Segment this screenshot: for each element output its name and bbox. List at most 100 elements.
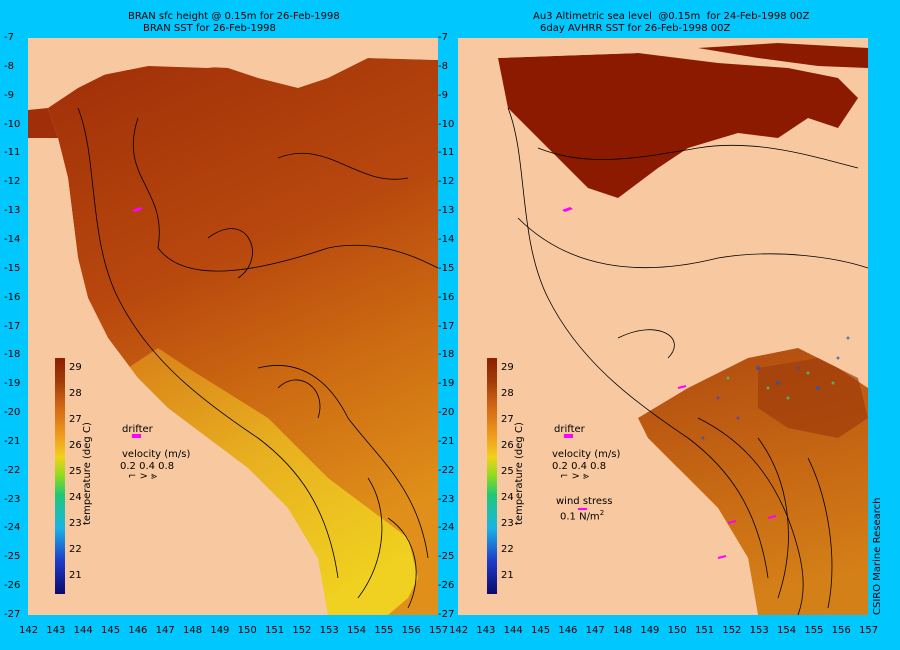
x-tick-label: 149 <box>640 625 660 636</box>
right-wind-stress-mark <box>578 508 587 510</box>
right-cbar-26: 26 <box>501 440 514 451</box>
right-y-tick-label: -16 <box>438 291 455 303</box>
x-tick-label: 145 <box>531 625 551 636</box>
right-cbar-29: 29 <box>501 362 514 373</box>
x-tick-label: 150 <box>667 625 687 636</box>
left-colorbar-gradient <box>55 358 65 594</box>
left-cbar-28: 28 <box>69 388 82 399</box>
right-y-tick-label: -15 <box>438 262 455 274</box>
right-y-tick-label: -14 <box>438 233 455 245</box>
left-cbar-21: 21 <box>69 570 82 581</box>
left-cbar-23: 23 <box>69 518 82 529</box>
left-y-tick-label: -24 <box>4 522 21 534</box>
x-tick-label: 147 <box>585 625 605 636</box>
left-y-tick-label: -15 <box>4 262 21 274</box>
left-y-tick-label: -11 <box>4 147 21 159</box>
x-tick-label: 148 <box>183 625 203 636</box>
right-sst-field <box>458 38 868 615</box>
credit-text: CSIRO Marine Research <box>872 497 883 615</box>
right-drifter-label: drifter <box>554 424 585 435</box>
x-tick-label: 151 <box>695 625 715 636</box>
x-tick-label: 142 <box>449 625 469 636</box>
right-y-tick-label: -24 <box>438 522 455 534</box>
right-title-line2: 6day AVHRR SST for 26-Feb-1998 00Z <box>540 23 731 34</box>
right-velocity-scale: 0.2 0.4 0.8 <box>552 461 607 472</box>
x-tick-label: 157 <box>859 625 879 636</box>
x-tick-label: 157 <box>429 625 449 636</box>
left-y-tick-label: -26 <box>4 580 21 592</box>
left-sst-field <box>28 38 438 615</box>
x-tick-label: 144 <box>73 625 93 636</box>
left-drifter-legend-mark <box>132 434 141 438</box>
left-y-tick-label: -23 <box>4 493 21 505</box>
right-y-tick-label: -20 <box>438 407 455 419</box>
x-tick-label: 148 <box>613 625 633 636</box>
right-wind-stress-value-text: 0.1 N/m <box>560 511 600 523</box>
left-y-tick-label: -10 <box>4 118 21 130</box>
right-y-tick-label: -13 <box>438 205 455 217</box>
right-map-panel <box>458 38 868 615</box>
right-drifter-legend-mark <box>564 434 573 438</box>
left-drifter-marker <box>132 207 143 212</box>
right-y-tick-label: -18 <box>438 349 455 361</box>
right-wind-stress-value: 0.1 N/m2 <box>560 509 604 522</box>
left-y-tick-label: -13 <box>4 205 21 217</box>
left-y-tick-label: -16 <box>4 291 21 303</box>
left-colorbar: 29 28 27 26 25 24 23 22 21 <box>55 358 95 598</box>
left-drifter-label: drifter <box>122 424 153 435</box>
x-tick-label: 156 <box>831 625 851 636</box>
left-velocity-arrows: ⌐ > ⪢ <box>128 471 157 482</box>
right-y-tick-label: -9 <box>438 89 448 101</box>
left-velocity-label: velocity (m/s) <box>122 449 191 460</box>
x-tick-label: 152 <box>292 625 312 636</box>
x-tick-label: 155 <box>804 625 824 636</box>
right-y-tick-label: -19 <box>438 378 455 390</box>
left-y-tick-label: -22 <box>4 464 21 476</box>
left-cbar-26: 26 <box>69 440 82 451</box>
left-cbar-29: 29 <box>69 362 82 373</box>
right-y-tick-label: -22 <box>438 464 455 476</box>
right-y-tick-label: -26 <box>438 580 455 592</box>
x-tick-label: 146 <box>128 625 148 636</box>
x-tick-label: 147 <box>155 625 175 636</box>
right-cbar-22: 22 <box>501 544 514 555</box>
left-y-tick-label: -17 <box>4 320 21 332</box>
right-y-tick-label: -7 <box>438 32 448 43</box>
right-y-tick-label: -12 <box>438 176 455 188</box>
left-y-tick-label: -20 <box>4 407 21 419</box>
x-tick-label: 149 <box>210 625 230 636</box>
left-y-tick-label: -21 <box>4 435 21 447</box>
left-y-tick-label: -18 <box>4 349 21 361</box>
x-tick-label: 156 <box>401 625 421 636</box>
x-tick-label: 142 <box>19 625 39 636</box>
right-velocity-label: velocity (m/s) <box>552 449 621 460</box>
x-tick-label: 154 <box>347 625 367 636</box>
right-wind-stress-label: wind stress <box>556 496 613 507</box>
right-wind-stress-exponent: 2 <box>599 509 605 517</box>
x-tick-label: 153 <box>319 625 339 636</box>
right-cbar-25: 25 <box>501 466 514 477</box>
right-colorbar-gradient <box>487 358 497 594</box>
x-tick-label: 144 <box>503 625 523 636</box>
right-velocity-arrows: ⌐ > ⪢ <box>560 471 589 482</box>
left-title-line2: BRAN SST for 26-Feb-1998 <box>143 23 276 34</box>
left-cbar-22: 22 <box>69 544 82 555</box>
x-tick-label: 150 <box>237 625 257 636</box>
left-cbar-24: 24 <box>69 492 82 503</box>
right-y-tick-label: -17 <box>438 320 455 332</box>
right-y-tick-label: -21 <box>438 435 455 447</box>
right-y-tick-label: -25 <box>438 551 455 563</box>
right-y-tick-label: -27 <box>438 609 455 620</box>
right-y-tick-label: -8 <box>438 60 448 72</box>
right-y-tick-label: -23 <box>438 493 455 505</box>
right-drifter-marker <box>562 207 573 212</box>
x-tick-label: 143 <box>46 625 66 636</box>
right-cbar-27: 27 <box>501 414 514 425</box>
left-y-tick-label: -25 <box>4 551 21 563</box>
left-y-tick-label: -12 <box>4 176 21 188</box>
x-tick-label: 152 <box>722 625 742 636</box>
left-y-tick-label: -19 <box>4 378 21 390</box>
right-y-tick-label: -10 <box>438 118 455 130</box>
left-y-tick-label: -9 <box>4 89 14 101</box>
right-cbar-24: 24 <box>501 492 514 503</box>
